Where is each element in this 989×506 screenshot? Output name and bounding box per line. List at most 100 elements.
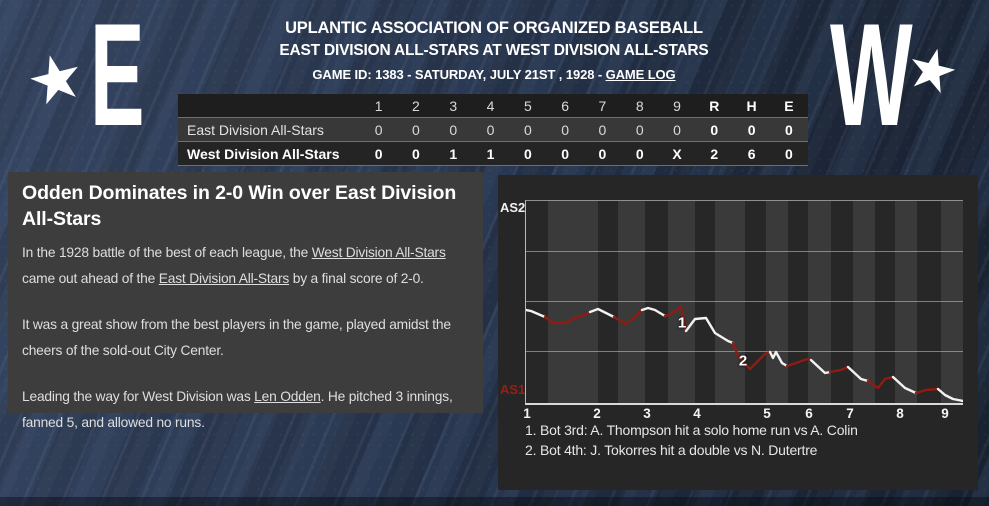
wp-segment-away	[809, 358, 832, 375]
article-paragraph-2: It was a great show from the best player…	[22, 317, 451, 359]
game-info-line: GAME ID: 1383 - SATURDAY, JULY 21ST , 19…	[180, 67, 808, 82]
linescore-cell: 0	[710, 121, 719, 138]
gridline	[526, 301, 963, 302]
wp-segment-away	[936, 387, 963, 403]
article-text: . He pitched 3 innings, fanned 5, and al…	[22, 389, 453, 431]
event-marker-2: 2	[738, 352, 748, 370]
half-inning-stripe	[715, 201, 745, 403]
x-tick-8: 8	[896, 406, 904, 421]
x-tick-2: 2	[593, 406, 601, 421]
x-tick-4: 4	[693, 406, 701, 421]
linescore-col-H: H	[746, 97, 757, 114]
article-headline: Odden Dominates in 2-0 Win over East Div…	[22, 182, 457, 230]
linescore-cell: 0	[374, 145, 383, 162]
wp-segment-home	[543, 310, 592, 325]
linescore-col-E: E	[784, 97, 794, 114]
x-tick-5: 5	[763, 406, 771, 421]
linescore-cell: 0	[673, 121, 681, 138]
wp-segment-home	[731, 341, 772, 371]
wp-segment-home	[914, 387, 940, 395]
linescore-cell: X	[672, 145, 682, 162]
linescore-col-5: 5	[523, 97, 532, 114]
article-text: Leading the way for West Division was	[22, 389, 255, 405]
gridline	[526, 351, 963, 352]
event-marker-1: 1	[677, 314, 687, 332]
linescore-cell: 0	[561, 145, 570, 162]
linescore-cell: 0	[412, 145, 420, 162]
wp-segment-away	[526, 308, 547, 319]
matchup-title: EAST DIVISION ALL-STARS AT WEST DIVISION…	[279, 42, 709, 59]
west-logo-letter: W	[830, 0, 913, 156]
bottom-shade	[0, 497, 989, 506]
linescore-col-9: 9	[673, 97, 681, 114]
x-tick-9: 9	[941, 406, 949, 421]
linescore-cell: 0	[412, 121, 420, 138]
y-axis-label-as1: AS1	[500, 382, 526, 397]
linescore-cell: 0	[635, 121, 644, 138]
linescore-cell: 0	[598, 145, 607, 162]
half-inning-stripe	[548, 201, 598, 403]
west-team-link[interactable]: West Division All-Stars	[311, 245, 446, 261]
league-title: UPLANTIC ASSOCIATION OF ORGANIZED BASEBA…	[285, 19, 703, 37]
linescore-col-7: 7	[598, 97, 607, 114]
linescore-cell: 2	[710, 145, 719, 162]
linescore-cell: 0	[449, 121, 458, 138]
linescore-col-8: 8	[635, 97, 644, 114]
linescore-row: East Division All-Stars 0 0 0 0 0 0 0 0 0 0 0 0	[178, 117, 808, 141]
chart-note-2: 2. Bot 4th: J. Tokorres hit a double vs …	[525, 442, 818, 458]
article-paragraph-3: Leading the way for West Division was Le…	[22, 384, 469, 436]
y-axis-label-as2: AS2	[500, 200, 526, 215]
linescore-cell: 0	[747, 121, 756, 138]
linescore-col-1: 1	[374, 97, 383, 114]
wp-segment-away	[640, 306, 667, 318]
x-tick-6: 6	[805, 406, 813, 421]
x-tick-7: 7	[846, 406, 854, 421]
linescore-cell: 0	[598, 121, 607, 138]
gridline	[526, 251, 963, 252]
x-tick-3: 3	[643, 406, 651, 421]
win-probability-line	[526, 305, 963, 403]
wp-segment-away	[891, 375, 918, 395]
wp-segment-home	[828, 365, 850, 374]
wp-segment-away	[588, 307, 616, 319]
linescore-cell: 0	[523, 145, 532, 162]
wp-segment-home	[663, 305, 688, 333]
article-text: In the 1928 battle of the best of each l…	[22, 245, 312, 261]
linescore-cell: 1	[449, 145, 458, 162]
linescore-col-4: 4	[486, 97, 495, 114]
linescore-cell: 0	[374, 121, 383, 138]
wp-segment-away	[684, 316, 735, 345]
wp-segment-home	[612, 308, 644, 326]
wp-segment-home	[785, 357, 813, 368]
game-info-text: GAME ID: 1383 - SATURDAY, JULY 21ST , 19…	[312, 67, 606, 82]
linescore-cell: 0	[523, 121, 532, 138]
article-paragraph-1: In the 1928 battle of the best of each l…	[22, 240, 469, 292]
half-inning-stripe	[618, 201, 645, 403]
linescore-col-R: R	[709, 97, 720, 114]
wp-segment-home	[866, 375, 895, 390]
article-text: by a final score of 2-0.	[289, 271, 424, 287]
chart-notes: 1. Bot 3rd: A. Thompson hit a solo home …	[525, 420, 858, 460]
linescore-cell: 1	[486, 145, 495, 162]
game-log-link[interactable]: GAME LOG	[605, 67, 676, 82]
east-star-icon: ★	[19, 37, 93, 121]
article-text: came out ahead of the	[22, 271, 159, 287]
wp-segment-away	[846, 365, 870, 383]
linescore-col-2: 2	[412, 97, 420, 114]
player-link[interactable]: Len Odden	[254, 389, 321, 405]
wp-segment-away	[768, 350, 789, 368]
linescore-cell: 6	[747, 145, 756, 162]
team-name: East Division All-Stars	[187, 121, 324, 138]
linescore-cell: 0	[561, 121, 570, 138]
linescore-cell: 0	[785, 121, 793, 138]
linescore-cell: 0	[486, 121, 495, 138]
linescore-col-3: 3	[449, 97, 458, 114]
linescore-row: West Division All-Stars 0 0 1 1 0 0 0 0 X 2 6 0	[178, 141, 808, 166]
chart-note-1: 1. Bot 3rd: A. Thompson hit a solo home …	[525, 422, 858, 438]
linescore-col-6: 6	[561, 97, 570, 114]
east-team-link[interactable]: East Division All-Stars	[158, 271, 290, 287]
linescore-cell: 0	[635, 145, 644, 162]
linescore-header-row: 1 2 3 4 5 6 7 8 9 R H E	[178, 94, 808, 117]
